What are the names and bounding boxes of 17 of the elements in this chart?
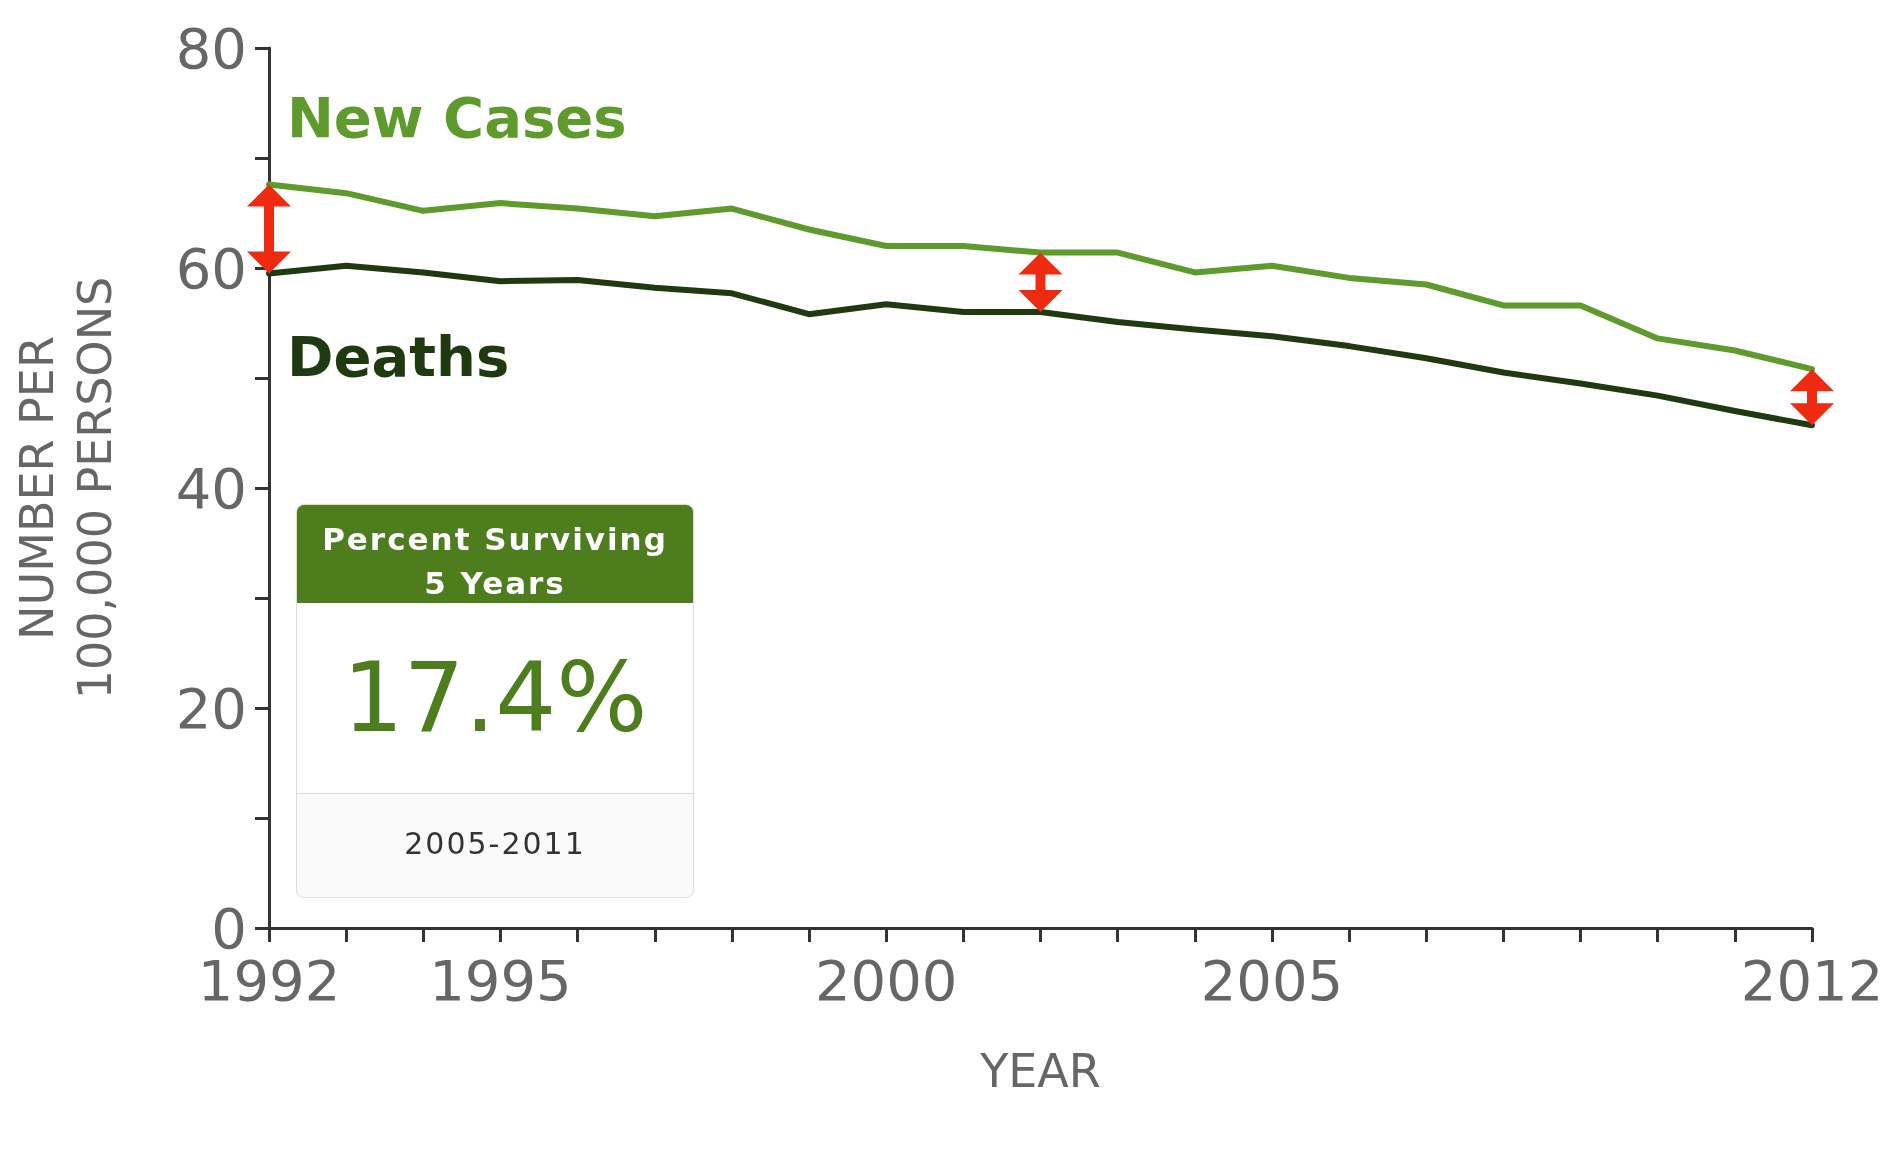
y-tick-label: 20 (175, 675, 247, 741)
x-tick-label: 2005 (1200, 947, 1344, 1013)
y-tick-label: 40 (175, 455, 247, 521)
series-label: Deaths (287, 324, 510, 389)
series-label: New Cases (287, 84, 627, 150)
x-tick-label: 2000 (814, 947, 958, 1013)
x-axis-title: YEAR (979, 1044, 1101, 1098)
annotation: 2005-2011 (403, 825, 587, 863)
y-tick-label: 0 (211, 895, 247, 961)
x-tick-label: 2012 (1740, 947, 1884, 1013)
annotation: Percent Surviving 5 Years (297, 505, 693, 603)
info-card: Percent Surviving 5 Years 17.4% 2005-2011 (296, 504, 694, 898)
y-tick-label: 60 (175, 235, 247, 301)
annotation: 17.4% (297, 603, 693, 794)
y-tick-label: 80 (175, 15, 247, 81)
x-tick-label: 1995 (429, 947, 572, 1013)
y-axis-title: NUMBER PER 100,000 PERSONS (10, 276, 122, 700)
